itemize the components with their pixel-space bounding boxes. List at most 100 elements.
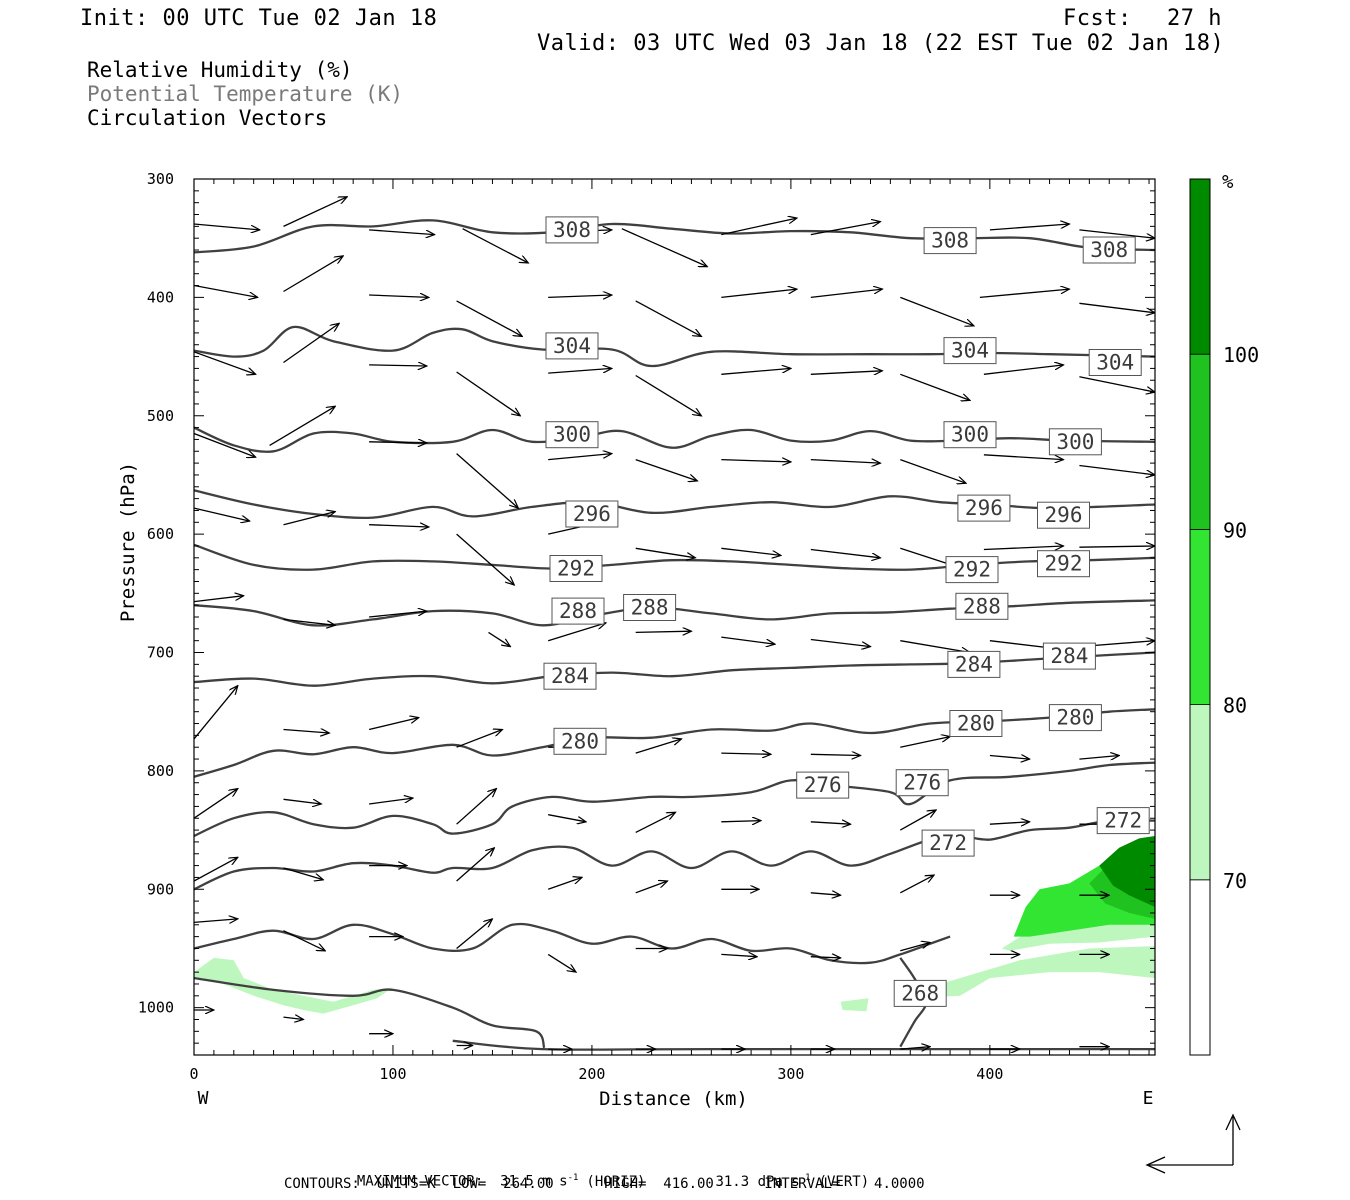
svg-text:292: 292 [953, 558, 991, 582]
y-tick-label: 700 [147, 644, 174, 662]
exp-horiz: -1 [567, 1173, 579, 1183]
y-tick-label: 800 [147, 762, 174, 780]
contour-label-288: 288 [955, 592, 1009, 620]
circulation-vector [456, 730, 503, 748]
circulation-vector [369, 295, 429, 297]
contour-label-296: 296 [1037, 501, 1090, 529]
circulation-vector [900, 458, 966, 484]
circulation-vector [810, 222, 881, 236]
circulation-vector [369, 365, 427, 366]
contour-label-280: 280 [553, 727, 607, 755]
max-vector-horiz: MAXIMUM VECTOR: 31.5 m s [356, 1173, 568, 1190]
circulation-vector [269, 406, 336, 446]
circulation-vector [1079, 302, 1155, 313]
rh-region-70-2 [840, 998, 869, 1012]
circulation-vector [635, 374, 702, 416]
contour-label-292: 292 [945, 556, 999, 584]
svg-text:308: 308 [1090, 238, 1128, 262]
circulation-vector [283, 512, 336, 526]
svg-text:288: 288 [963, 594, 1001, 618]
circulation-vector [456, 789, 497, 825]
circulation-vector [1079, 756, 1119, 760]
svg-text:272: 272 [929, 831, 967, 855]
svg-text:308: 308 [931, 229, 969, 253]
contour-label-280: 280 [1048, 704, 1102, 732]
circulation-vector [283, 867, 324, 880]
circulation-vector [1079, 376, 1155, 392]
circulation-vector [721, 460, 791, 462]
circulation-vector [194, 789, 238, 819]
west-label: W [198, 1088, 209, 1109]
svg-text:292: 292 [557, 557, 595, 581]
circulation-vector [810, 289, 883, 299]
circulation-vector [721, 368, 791, 375]
circulation-vector [721, 218, 797, 236]
colorbar-tick-label: 80 [1223, 694, 1247, 718]
colorbar-frame [1189, 178, 1211, 1056]
x-axis-label: Distance (km) [599, 1088, 748, 1110]
valid-time: Valid: 03 UTC Wed 03 Jan 18 (22 EST Tue … [537, 31, 1225, 56]
init-time: Init: 00 UTC Tue 02 Jan 18 [80, 6, 438, 31]
x-tick-label: 300 [777, 1065, 804, 1083]
y-tick-label: 600 [147, 525, 174, 543]
circulation-vector [283, 1017, 304, 1019]
theta-legend-title: Potential Temperature (K) [87, 82, 404, 106]
x-tick-label: 100 [379, 1065, 406, 1083]
circulation-vector [810, 893, 841, 895]
colorbar-tick-label: 90 [1223, 518, 1247, 542]
circulation-vector [721, 821, 761, 822]
contour-label-296: 296 [565, 500, 619, 528]
contour-label-272: 272 [921, 829, 975, 857]
contour-label-304: 304 [545, 332, 599, 360]
circulation-vector [1079, 229, 1155, 238]
circulation-vector [810, 754, 861, 755]
colorbar-unit: % [1222, 171, 1234, 193]
circulation-vector [456, 453, 519, 509]
circulation-vector [283, 618, 336, 625]
svg-text:304: 304 [553, 334, 591, 358]
circulation-vector [635, 881, 668, 894]
rh-legend-title: Relative Humidity (%) [87, 58, 353, 82]
contour-label-292: 292 [1037, 550, 1090, 578]
svg-text:284: 284 [955, 652, 993, 676]
circulation-vector [194, 857, 238, 882]
contour-label-272: 272 [1096, 807, 1150, 835]
circulation-vector [983, 454, 1064, 460]
circulation-vector [548, 295, 612, 297]
reference-vector-arrow [1145, 1113, 1241, 1174]
circulation-vector [635, 547, 696, 558]
svg-text:292: 292 [1045, 552, 1083, 576]
max-vector-vert: 31.3 dPa s [715, 1173, 800, 1190]
vectors-legend-title: Circulation Vectors [87, 106, 328, 130]
colorbar-segment [1189, 353, 1211, 530]
surface-contour [452, 1039, 1155, 1051]
isentrope-272 [194, 818, 1155, 891]
circulation-vector [989, 224, 1070, 231]
circulation-vector [983, 365, 1064, 375]
svg-text:296: 296 [573, 502, 611, 526]
x-tick-label: 200 [578, 1065, 605, 1083]
circulation-vector [810, 548, 881, 558]
y-tick-label: 400 [147, 288, 174, 306]
circulation-vector [548, 454, 612, 461]
circulation-vector [194, 223, 260, 230]
circulation-vector [900, 296, 974, 325]
svg-text:284: 284 [1050, 644, 1088, 668]
rh-region-100-6 [1099, 836, 1155, 907]
svg-text:304: 304 [1096, 351, 1134, 375]
circulation-vector [456, 300, 523, 337]
circulation-vector [721, 636, 775, 644]
contours-info: CONTOURS: UNITS=K LOW= 264.00 HIGH= 416.… [284, 1176, 925, 1192]
colorbar-segment [1189, 529, 1211, 706]
circulation-vector [900, 373, 970, 400]
circulation-vector [194, 284, 258, 298]
x-tick-label: 400 [976, 1065, 1003, 1083]
colorbar-tick-label: 70 [1223, 869, 1247, 893]
circulation-vector [283, 730, 330, 734]
circulation-vector [635, 300, 702, 337]
circulation-vector [900, 943, 930, 952]
circulation-vector [369, 798, 413, 805]
exp-vert: -1 [799, 1173, 811, 1183]
y-tick-label: 900 [147, 880, 174, 898]
